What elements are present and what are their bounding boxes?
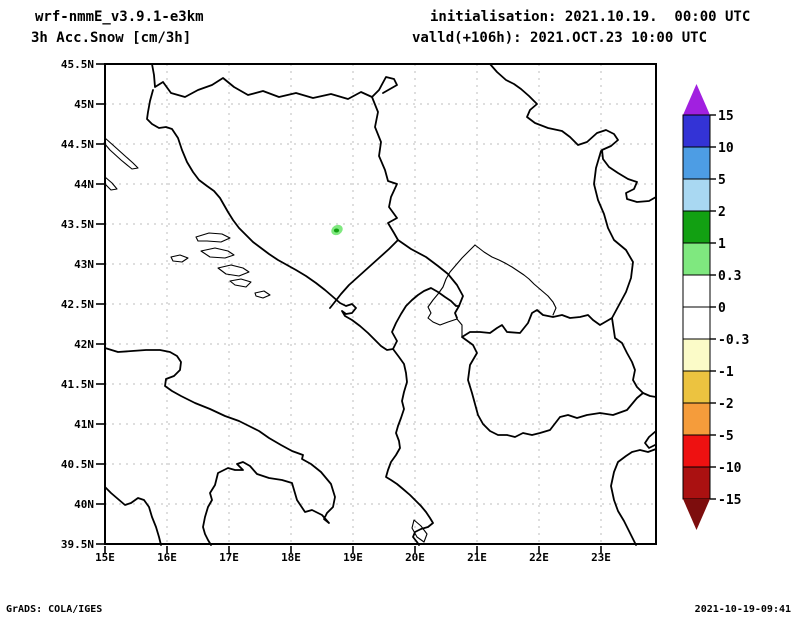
creation-timestamp: 2021-10-19-09:41 xyxy=(694,604,791,615)
colorbar-label: 15 xyxy=(718,109,734,124)
grads-credit: GrADS: COLA/IGES xyxy=(6,604,103,615)
lon-tick-label: 20E xyxy=(405,551,425,564)
lat-tick-label: 45N xyxy=(74,98,94,111)
lat-tick-label: 41.5N xyxy=(61,378,94,391)
lat-tick-label: 40.5N xyxy=(61,458,94,471)
variable-title: 3h Acc.Snow [cm/3h] xyxy=(31,30,192,46)
map-frame xyxy=(104,63,657,545)
colorbar-arrow-bottom xyxy=(683,499,710,530)
border-danube-serbia-romania xyxy=(489,63,657,203)
valid-time-label: valld(+106h): 2021.OCT.23 10:00 UTC xyxy=(412,30,708,46)
lon-tick-label: 21E xyxy=(467,551,487,564)
colorbar-label: -15 xyxy=(718,493,741,508)
colorbar-ticks xyxy=(710,114,716,500)
snow-cell-core xyxy=(333,228,340,233)
border-montenegro-albania xyxy=(391,287,460,350)
lon-tick-label: 18E xyxy=(281,551,301,564)
coastline-italy-apulia xyxy=(104,347,336,546)
border-serbia-bulgaria xyxy=(593,150,634,319)
lat-tick-label: 43.5N xyxy=(61,218,94,231)
lat-tick-label: 44N xyxy=(74,178,94,191)
colorbar-label: 10 xyxy=(718,141,734,156)
lon-tick-label: 16E xyxy=(157,551,177,564)
border-kosovo-east xyxy=(474,244,557,316)
colorbar-segment xyxy=(682,466,711,500)
colorbar-label: 1 xyxy=(718,237,726,252)
border-drina-serbia-montenegro xyxy=(371,96,464,319)
model-title: wrf-nmmE_v3.9.1-e3km xyxy=(35,9,204,25)
lat-tick-label: 43N xyxy=(74,258,94,271)
lat-axis-labels: 45.5N 45N 44.5N 44N 43.5N 43N 42.5N 42N … xyxy=(61,58,94,551)
coastline-greece xyxy=(610,448,657,546)
colorbar-label: -0.3 xyxy=(718,333,749,348)
colorbar-arrow-top xyxy=(683,84,710,115)
lat-tick-label: 42N xyxy=(74,338,94,351)
lon-tick-label: 23E xyxy=(591,551,611,564)
lon-tick-label: 22E xyxy=(529,551,549,564)
colorbar-label: -10 xyxy=(718,461,742,476)
colorbar-label: -5 xyxy=(718,429,734,444)
colorbar-segment xyxy=(682,434,711,468)
lon-tick-label: 17E xyxy=(219,551,239,564)
colorbar-segment xyxy=(682,146,711,180)
lon-axis-labels: 15E 16E 17E 18E 19E 20E 21E 22E 23E xyxy=(95,551,611,564)
border-kosovo-west xyxy=(427,244,476,338)
coastline-greece-peninsula xyxy=(644,430,657,449)
colorbar-label: 0 xyxy=(718,301,726,316)
colorbar-segment xyxy=(682,178,711,212)
colorbar-label: 5 xyxy=(718,173,726,188)
lat-tick-label: 45.5N xyxy=(61,58,94,71)
snow-shaded-cell xyxy=(331,224,343,236)
border-croatia-bosnia-sava xyxy=(151,63,398,100)
lat-tick-label: 40N xyxy=(74,498,94,511)
colorbar-segment xyxy=(682,274,711,308)
init-time-label: initialisation: 2021.10.19. 00:00 UTC xyxy=(430,9,751,25)
colorbar-label: 2 xyxy=(718,205,726,220)
lon-tick-label: 19E xyxy=(343,551,363,564)
colorbar-segment xyxy=(682,242,711,276)
colorbar-label: 0.3 xyxy=(718,269,741,284)
colorbar-segment xyxy=(682,370,711,404)
colorbar-segment xyxy=(682,114,711,148)
lat-tick-label: 42.5N xyxy=(61,298,94,311)
border-bulgaria-greece xyxy=(642,392,657,398)
colorbar-segment xyxy=(682,306,711,340)
border-north-macedonia xyxy=(461,309,644,438)
axis-ticks xyxy=(96,63,602,553)
border-bosnia-montenegro xyxy=(329,239,399,309)
colorbar-segment xyxy=(682,402,711,436)
coastline-italy-calabria xyxy=(104,486,162,546)
colorbar-segment xyxy=(682,338,711,372)
colorbar: 15 10 5 2 1 0.3 0 -0.3 -1 -2 -5 -10 -15 xyxy=(682,84,749,530)
island-corfu xyxy=(411,519,428,543)
coastline-croatia-dalmatia-albania xyxy=(146,89,434,546)
colorbar-label: -1 xyxy=(718,365,734,380)
lat-tick-label: 44.5N xyxy=(61,138,94,151)
lon-tick-label: 15E xyxy=(95,551,115,564)
geography-lines xyxy=(103,63,657,546)
colorbar-segment xyxy=(682,210,711,244)
lat-tick-label: 39.5N xyxy=(61,538,94,551)
colorbar-labels: 15 10 5 2 1 0.3 0 -0.3 -1 -2 -5 -10 -15 xyxy=(718,109,749,508)
lat-tick-label: 41N xyxy=(74,418,94,431)
colorbar-label: -2 xyxy=(718,397,734,412)
graticule-gridlines xyxy=(105,64,656,544)
